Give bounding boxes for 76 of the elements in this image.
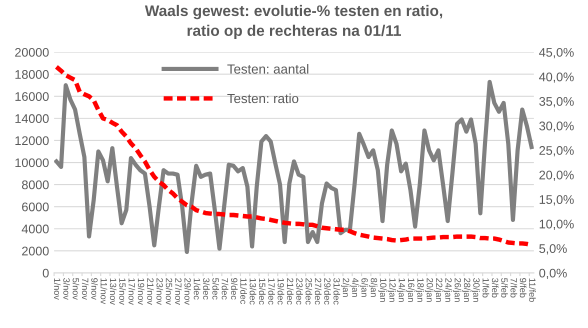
y2-tick-label: 20,0% (539, 170, 574, 181)
x-tick-label: 2/jan (341, 278, 350, 297)
y-tick-label: 2000 (22, 246, 49, 256)
x-tick-label: 6/jan (360, 278, 368, 297)
y-tick-label: 6000 (22, 202, 49, 212)
x-tick-label: 5/feb (501, 278, 508, 298)
y2-tick-label: 30,0% (539, 122, 574, 132)
x-tick-label: 26/jan (452, 278, 462, 302)
y-tick-label: 8000 (22, 180, 49, 190)
x-tick-label: 29/nov (184, 278, 192, 305)
y2-tick-label: 45,0% (539, 48, 574, 58)
x-tick-label: 18/jan (416, 278, 424, 302)
x-tick-label: 1/feb (482, 278, 490, 298)
x-tick-label: 3/feb (492, 278, 499, 298)
x-tick-label: 7/feb (510, 278, 518, 298)
y2-tick-label: 10,0% (540, 220, 574, 230)
x-tick-label: 1/nov (54, 278, 61, 300)
x-tick-label: 7/dec (222, 278, 228, 300)
y-tick-label: 10000 (15, 158, 49, 168)
x-tick-label: 27/dec (314, 278, 322, 305)
y-tick-label: 4000 (22, 224, 49, 234)
x-tick-label: 17/nov (128, 278, 136, 305)
x-tick-label: 31/dec (334, 278, 340, 305)
x-tick-label: 25/dec (306, 278, 312, 305)
x-tick-label: 11/nov (100, 278, 108, 304)
y2-tick-label: 5,0% (539, 244, 567, 254)
x-tick-label: 17/dec (268, 278, 275, 305)
x-tick-label: 3/nov (63, 278, 70, 300)
y-tick-label: 16000 (15, 92, 49, 101)
x-tick-label: 5/nov (72, 278, 80, 300)
x-tick-label: 13/dec (250, 278, 256, 305)
x-tick-label: 11/dec (240, 278, 247, 304)
x-tick-label: 15/nov (119, 278, 126, 305)
x-tick-label: 9/dec (231, 278, 238, 300)
x-tick-label: 3/dec (203, 278, 210, 300)
y2-tick-label: 35,0% (539, 97, 574, 108)
x-tick-label: 25/nov (166, 278, 172, 305)
x-tick-label: 19/dec (278, 278, 284, 305)
x-tick-label: 10/jan (378, 278, 387, 302)
x-tick-label: 7/nov (82, 278, 89, 300)
x-tick-label: 28/jan (462, 278, 471, 302)
x-tick-label: 23/dec (296, 278, 303, 305)
y-tick-label: 12000 (15, 136, 49, 146)
y2-tick-label: 40,0% (539, 72, 574, 83)
x-tick-label: 20/jan (424, 278, 434, 302)
x-tick-label: 24/jan (444, 278, 452, 302)
x-tick-label: 11/feb (529, 278, 536, 302)
y-tick-label: 14000 (15, 114, 49, 124)
x-tick-label: 21/nov (147, 278, 154, 305)
x-tick-label: 1/dec (194, 278, 200, 300)
x-tick-label: 22/jan (434, 278, 443, 302)
y-tick-label: 18000 (15, 70, 49, 79)
x-tick-label: 5/dec (212, 278, 220, 300)
y-tick-label: 0 (42, 268, 49, 278)
x-tick-label: 16/jan (406, 278, 415, 302)
y2-tick-label: 15,0% (540, 195, 574, 206)
x-tick-label: 29/dec (324, 278, 331, 305)
x-tick-label: 8/jan (368, 278, 378, 297)
x-tick-label: 13/nov (110, 278, 117, 305)
x-tick-label: 30/jan (471, 278, 480, 302)
legend-label: Testen: aantal (227, 64, 308, 74)
x-tick-label: 9/nov (91, 278, 98, 300)
x-tick-label: 27/nov (175, 278, 182, 305)
x-tick-label: 15/dec (258, 278, 266, 305)
x-tick-label: 4/jan (350, 278, 359, 297)
x-tick-label: 14/jan (396, 278, 406, 302)
y2-tick-label: 25,0% (539, 146, 574, 156)
chart-title: Waals gewest: evolutie-% testen en ratio, ratio op de rechteras na 01/11 (144, 4, 442, 40)
legend-label: Testen: ratio (227, 93, 298, 104)
y-tick-label: 20000 (15, 48, 49, 57)
y2-tick-label: 0,0% (539, 268, 567, 280)
x-tick-label: 23/nov (156, 278, 164, 305)
x-tick-label: 12/jan (388, 278, 396, 302)
x-tick-label: 9/feb (520, 278, 526, 298)
x-tick-label: 21/dec (286, 278, 294, 305)
x-tick-label: 19/nov (138, 278, 144, 305)
